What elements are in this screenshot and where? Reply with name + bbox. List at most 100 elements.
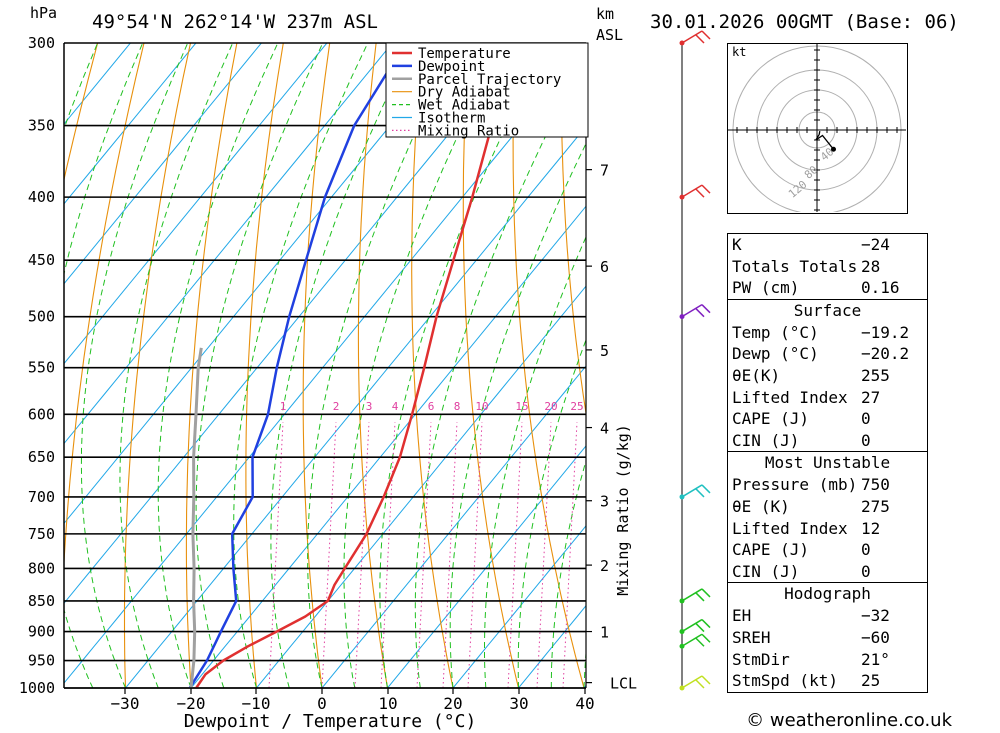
index-value: 0.16 xyxy=(861,278,900,298)
index-row: EH −32 xyxy=(728,605,927,627)
x-tick-label: 40 xyxy=(575,694,594,713)
isotherm-line xyxy=(125,125,586,688)
isotherm-line xyxy=(452,525,586,688)
index-value: 0 xyxy=(861,561,871,581)
index-label: θE(K) xyxy=(732,365,781,385)
index-row: Temp (°C) −19.2 xyxy=(728,322,927,344)
datetime-title: 30.01.2026 00GMT (Base: 06) xyxy=(650,11,959,33)
mixing-ratio-line xyxy=(354,422,370,688)
height-tick-label: 7 xyxy=(600,162,609,180)
hodograph-trace xyxy=(815,130,835,150)
x-tick-label: −10 xyxy=(242,694,271,713)
wet-adiabat-line xyxy=(157,43,279,688)
dry-adiabat-line xyxy=(64,43,145,572)
index-value: −24 xyxy=(861,235,890,254)
pressure-tick-label: 800 xyxy=(28,559,55,577)
index-row: StmSpd (kt) 25 xyxy=(728,670,927,692)
x-tick-label: −20 xyxy=(177,694,206,713)
legend-label: Parcel Trajectory xyxy=(418,72,561,88)
index-label: CIN (J) xyxy=(732,561,800,581)
mixing-ratio-line xyxy=(536,422,552,688)
dewpoint-line xyxy=(188,43,407,688)
index-value: 0 xyxy=(861,430,871,450)
temperature-line xyxy=(195,43,518,688)
index-value: 275 xyxy=(861,496,890,516)
isotherm-line xyxy=(64,43,262,285)
isotherm-line xyxy=(518,604,586,688)
wet-adiabat-line xyxy=(80,43,189,688)
wind-barb-flag xyxy=(695,188,705,198)
surface-section: Surface Temp (°C) −19.2 Dewp (°C) −20.2 θE(K… xyxy=(728,298,927,452)
most-unstable-section: Most Unstable Pressure (mb) 750 θE (K) 275 L… xyxy=(728,451,927,582)
wet-adiabat-line xyxy=(270,43,414,688)
index-label: K xyxy=(732,235,742,254)
wind-barb-flag xyxy=(701,633,711,643)
x-axis-label: Dewpoint / Temperature (°C) xyxy=(184,711,477,732)
wind-barb-flag xyxy=(695,488,705,498)
x-tick-label: 30 xyxy=(509,694,528,713)
dry-adiabat-line xyxy=(411,43,454,688)
pressure-tick-label: 500 xyxy=(28,308,55,326)
isotherm-line xyxy=(190,205,586,688)
pressure-tick-label: 900 xyxy=(28,623,55,641)
hodograph-ring-label: 120 xyxy=(786,178,810,201)
legend-label: Mixing Ratio xyxy=(418,123,519,139)
pressure-tick-label: 400 xyxy=(28,188,55,206)
legend-box xyxy=(385,42,589,138)
index-label: Temp (°C) xyxy=(732,322,819,342)
wet-adiabat-line xyxy=(414,55,586,688)
pressure-unit-label: hPa xyxy=(30,4,58,22)
height-tick-label: LCL xyxy=(610,675,637,693)
pressure-tick-label: 300 xyxy=(28,34,55,52)
hodograph-unit-label: kt xyxy=(732,45,746,59)
index-value: 28 xyxy=(861,256,881,276)
index-label: EH xyxy=(732,606,752,626)
mixing-ratio-label: 3 xyxy=(366,400,373,413)
wet-adiabat-line xyxy=(119,43,234,688)
mixing-ratio-label: 10 xyxy=(475,400,488,413)
index-label: Lifted Index xyxy=(732,387,848,407)
index-value: 255 xyxy=(861,365,890,385)
index-value: 25 xyxy=(861,671,881,691)
isotherm-line xyxy=(64,43,393,445)
height-tick-label: 1 xyxy=(600,624,609,642)
index-row: Lifted Index 27 xyxy=(728,387,927,409)
index-label: CAPE (J) xyxy=(732,540,810,560)
wet-adiabat-line xyxy=(484,235,586,688)
indices-table: K −24 Totals Totals 28 PW (cm) 0.16 Surface T… xyxy=(727,233,928,693)
pressure-tick-label: 350 xyxy=(28,117,55,135)
index-row: CIN (J) 0 xyxy=(728,561,927,583)
wind-barb-staff xyxy=(681,675,703,689)
parcel-trajectory-line xyxy=(189,347,203,688)
height-tick-label: 2 xyxy=(600,557,609,575)
km-label: km xyxy=(596,5,615,23)
legend-label: Temperature xyxy=(418,46,511,62)
isotherm-line xyxy=(256,285,586,688)
wind-barb-flag xyxy=(701,675,711,685)
dry-adiabat-line xyxy=(560,43,586,417)
index-label: PW (cm) xyxy=(732,278,800,298)
legend-label: Dry Adiabat xyxy=(418,85,511,101)
pressure-tick-label: 600 xyxy=(28,405,55,423)
index-label: Dewp (°C) xyxy=(732,344,819,364)
mixing-ratio-label: 6 xyxy=(428,400,435,413)
wet-adiabat-line xyxy=(449,142,586,688)
x-tick-label: 0 xyxy=(317,694,327,713)
index-row: Dewp (°C) −20.2 xyxy=(728,343,927,365)
index-value: 21° xyxy=(861,649,890,669)
index-value: 12 xyxy=(861,518,881,538)
hodograph-index-section: Hodograph EH −32 SREH −60 StmDir 21° StmSpd (k… xyxy=(728,582,927,691)
mixing-ratio-label: 25 xyxy=(570,400,583,413)
index-label: CAPE (J) xyxy=(732,409,810,429)
isotherm-line xyxy=(64,43,524,605)
dry-adiabat-line xyxy=(980,43,1000,688)
index-value: 27 xyxy=(861,387,881,407)
height-tick-label: 4 xyxy=(600,420,609,438)
pressure-tick-label: 850 xyxy=(28,592,55,610)
asl-label: ASL xyxy=(596,26,624,44)
index-value: −32 xyxy=(861,606,890,626)
mixing-ratio-label: 8 xyxy=(454,400,461,413)
index-value: −19.2 xyxy=(861,322,910,342)
